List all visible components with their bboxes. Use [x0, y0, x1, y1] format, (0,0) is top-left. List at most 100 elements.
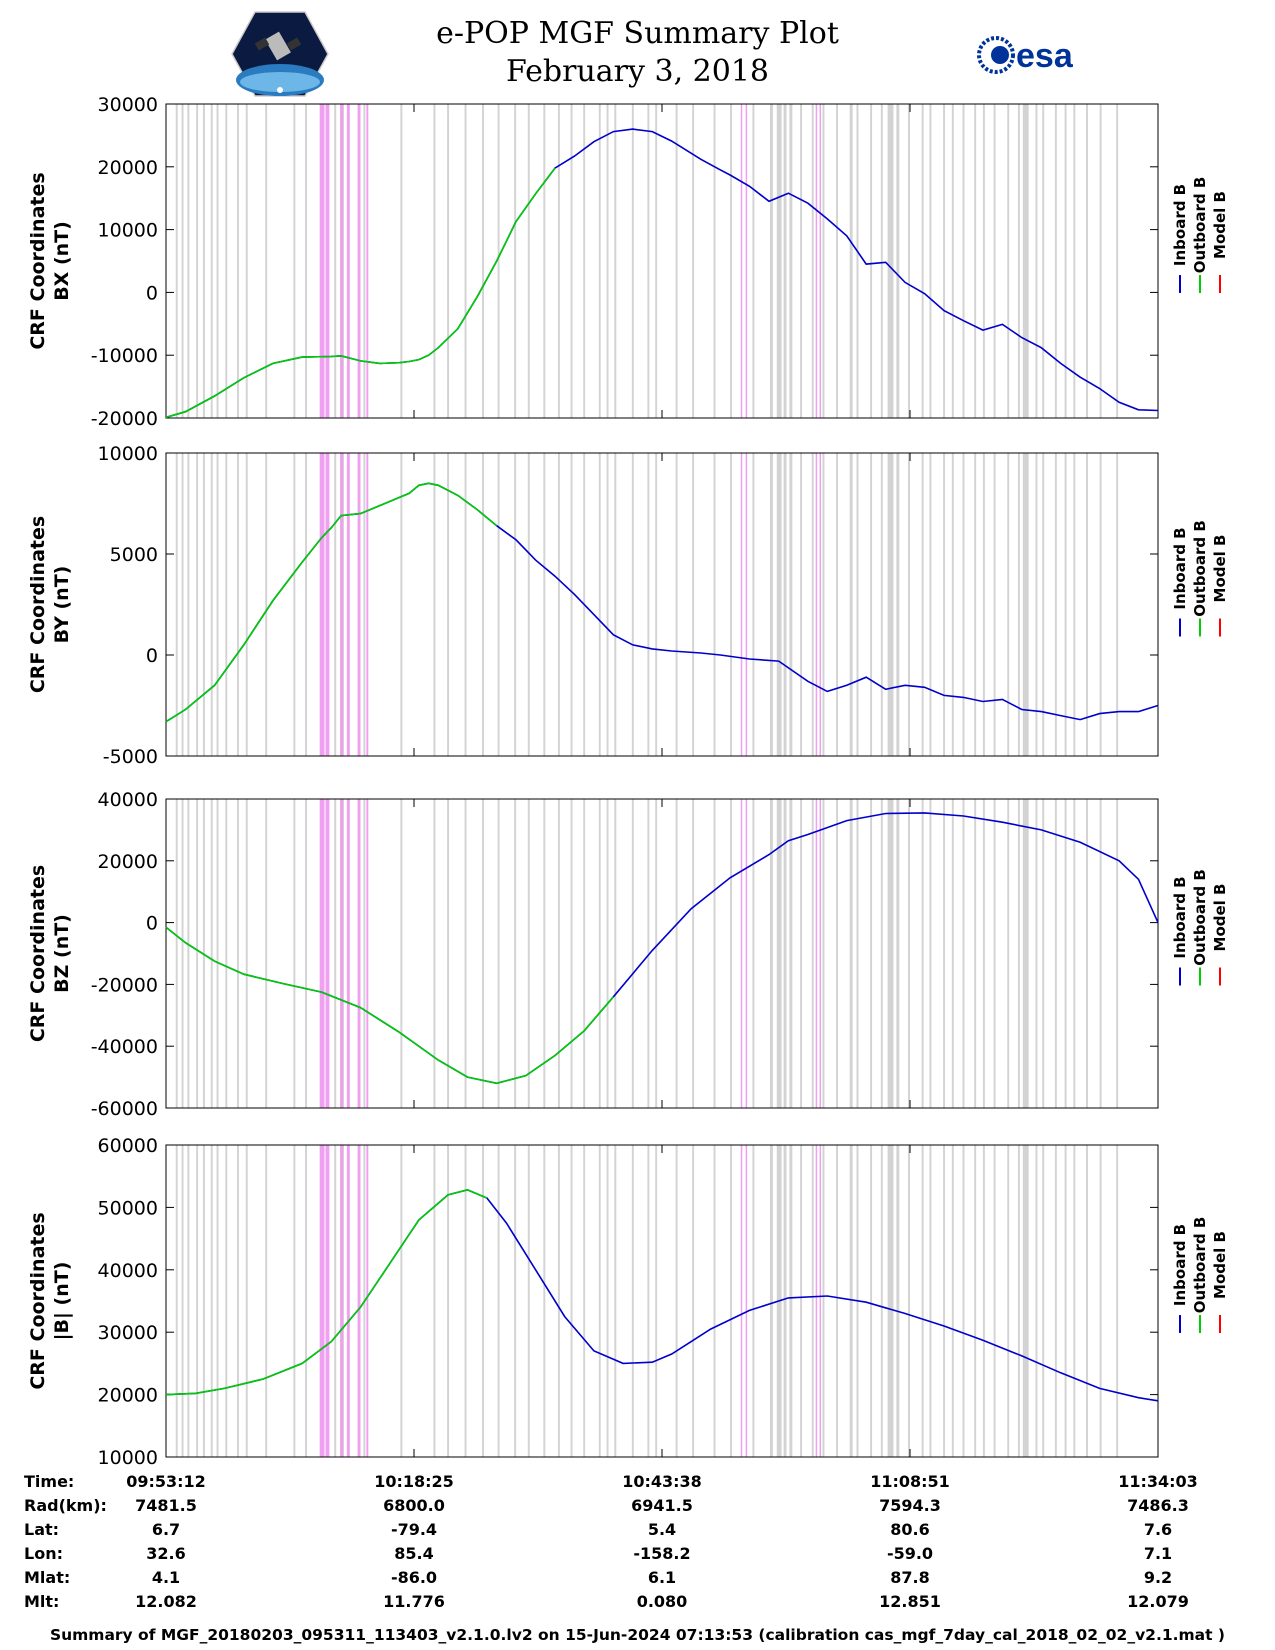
flag-band-gray	[482, 799, 485, 1108]
panel-frame	[165, 798, 1159, 1109]
flag-band-gray	[776, 104, 782, 418]
flag-band-gray	[181, 799, 184, 1108]
flag-band-gray	[880, 453, 883, 756]
flag-band-gray	[921, 104, 924, 418]
flag-band-gray	[400, 1145, 403, 1457]
flag-band-gray	[1073, 799, 1076, 1108]
flag-band-pink	[745, 1145, 748, 1457]
flag-band-gray	[210, 1145, 213, 1457]
footer-caption: Summary of MGF_20180203_095311_113403_v2…	[49, 1626, 1226, 1644]
flag-band-gray	[598, 1145, 601, 1457]
flag-band-gray	[181, 1145, 184, 1457]
flag-band-gray	[334, 453, 337, 756]
flag-band-gray	[1086, 799, 1088, 1108]
page-title: e-POP MGF Summary Plot	[436, 16, 839, 51]
y-tick-label: 30000	[98, 94, 158, 116]
flag-band-gray	[943, 1145, 946, 1457]
esa-logo: esa	[977, 36, 1074, 75]
flag-band-gray	[1086, 453, 1088, 756]
flag-band-gray	[363, 799, 366, 1108]
flag-band-gray	[175, 799, 178, 1108]
flag-band-gray	[943, 453, 946, 756]
legend-label: Outboard B	[1191, 520, 1209, 617]
flag-band-gray	[822, 799, 825, 1108]
cassiope-mission-logo	[231, 11, 329, 97]
flag-band-gray	[583, 104, 586, 418]
flag-band-gray	[175, 453, 178, 756]
flag-band-gray	[730, 453, 733, 756]
flag-band-gray	[614, 799, 617, 1108]
flag-band-gray	[400, 104, 403, 418]
flag-band-gray	[929, 453, 932, 756]
table-cell: -86.0	[391, 1568, 437, 1587]
flag-band-gray	[1116, 104, 1119, 418]
flag-band-gray	[514, 453, 517, 756]
flag-band-gray	[514, 104, 517, 418]
flag-band-gray	[245, 104, 248, 418]
flag-band-gray	[1054, 799, 1057, 1108]
flag-band-gray	[789, 1145, 793, 1457]
flag-band-gray	[631, 799, 634, 1108]
flag-band-gray	[1007, 453, 1010, 756]
flag-band-gray	[464, 453, 467, 756]
flag-band-gray	[856, 799, 859, 1108]
flag-band-gray	[1017, 104, 1020, 418]
flag-band-gray	[181, 453, 184, 756]
flag-band-gray	[464, 799, 467, 1108]
flag-band-gray	[908, 104, 910, 418]
y-axis-label: BY (nT)	[51, 566, 73, 644]
flag-band-gray	[236, 1145, 239, 1457]
y-axis-label: |B| (nT)	[51, 1262, 73, 1341]
flag-band-gray	[293, 1145, 296, 1457]
series-line-inboard-b	[165, 1189, 1159, 1402]
flag-band-gray	[811, 453, 814, 756]
flag-band-gray	[880, 104, 883, 418]
flag-band-pink	[340, 453, 344, 756]
flag-band-gray	[870, 104, 873, 418]
y-tick-label: 5000	[110, 544, 158, 566]
y-tick-label: -60000	[91, 1098, 158, 1120]
flag-band-gray	[880, 799, 883, 1108]
y-axis-label: CRF Coordinates	[27, 172, 49, 349]
flag-band-gray	[647, 453, 650, 756]
flag-band-gray	[896, 104, 900, 418]
flag-band-gray	[887, 799, 894, 1108]
flag-band-gray	[187, 104, 190, 418]
flag-band-gray	[1022, 799, 1029, 1108]
flag-band-gray	[800, 453, 803, 756]
series-line-inboard-b	[165, 482, 1159, 723]
flag-band-pink	[340, 1145, 344, 1457]
flag-band-gray	[880, 1145, 883, 1457]
flag-band-gray	[908, 453, 910, 756]
legend-label: Inboard B	[1171, 184, 1189, 266]
flag-band-gray	[1035, 453, 1038, 756]
y-axis-label: CRF Coordinates	[27, 865, 49, 1042]
flag-band-gray	[210, 104, 213, 418]
flag-band-gray	[752, 799, 755, 1108]
legend-label: Outboard B	[1191, 177, 1209, 274]
flag-band-gray	[225, 1145, 228, 1457]
y-tick-label: 0	[146, 645, 158, 667]
flag-band-pink	[740, 453, 743, 756]
flag-band-gray	[1042, 453, 1045, 756]
flag-band-gray	[789, 104, 793, 418]
flag-band-gray	[974, 104, 977, 418]
table-cell: 9.2	[1144, 1568, 1172, 1587]
series-line-outboard-b	[165, 926, 615, 1085]
flag-band-gray	[974, 799, 977, 1108]
flag-band-gray	[647, 1145, 650, 1457]
flag-band-gray	[769, 453, 773, 756]
flag-band-gray	[1017, 799, 1020, 1108]
flag-band-gray	[334, 799, 337, 1108]
flag-band-gray	[1042, 1145, 1045, 1457]
flag-band-gray	[1035, 104, 1038, 418]
flag-band-pink	[325, 799, 330, 1108]
y-tick-label: -10000	[91, 345, 158, 367]
flag-band-gray	[962, 799, 965, 1108]
flag-band-gray	[433, 453, 436, 756]
flag-band-gray	[464, 104, 467, 418]
y-tick-label: 10000	[98, 220, 158, 242]
flag-band-gray	[822, 1145, 825, 1457]
table-cell: -59.0	[887, 1544, 933, 1563]
flag-band-gray	[974, 1145, 977, 1457]
